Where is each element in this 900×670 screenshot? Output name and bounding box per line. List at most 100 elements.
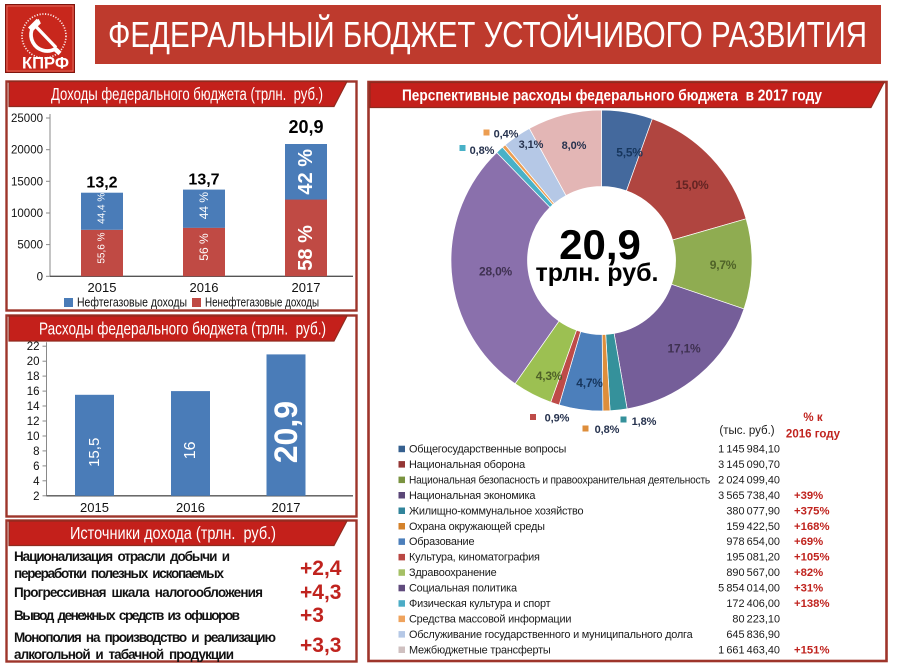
svg-text:16: 16	[27, 386, 40, 398]
svg-text:22: 22	[27, 341, 40, 353]
svg-text:1,8%: 1,8%	[632, 416, 657, 428]
svg-text:44 %: 44 %	[197, 192, 211, 220]
svg-text:2017: 2017	[272, 500, 301, 515]
svg-text:3 145 090,70: 3 145 090,70	[718, 459, 780, 471]
svg-text:2 024 099,40: 2 024 099,40	[718, 474, 780, 486]
svg-text:Монополия на производство и: Монополия на производство и реализацию	[14, 630, 276, 645]
svg-text:Национализация отрасли добыч: Национализация отрасли добычи и	[14, 549, 230, 564]
svg-text:0,8%: 0,8%	[595, 424, 620, 436]
svg-text:978 654,00: 978 654,00	[726, 536, 780, 548]
svg-text:3 565 738,40: 3 565 738,40	[718, 490, 780, 502]
svg-text:Ненефтегазовые доходы: Ненефтегазовые доходы	[205, 296, 319, 310]
svg-text:10: 10	[27, 431, 40, 443]
svg-text:+3,3: +3,3	[300, 634, 341, 657]
svg-text:2015: 2015	[80, 500, 109, 515]
svg-text:15000: 15000	[11, 176, 43, 188]
svg-text:2017: 2017	[292, 280, 321, 295]
svg-text:20,9: 20,9	[559, 221, 641, 268]
svg-text:380 077,90: 380 077,90	[726, 505, 780, 517]
svg-text:195 081,20: 195 081,20	[726, 552, 780, 564]
svg-text:+105%: +105%	[794, 552, 830, 564]
svg-text:Общегосударственные вопросы: Общегосударственные вопросы	[409, 444, 566, 456]
svg-text:Национальная экономика: Национальная экономика	[409, 490, 536, 502]
svg-text:3,1%: 3,1%	[519, 139, 544, 151]
svg-text:Здравоохранение: Здравоохранение	[409, 567, 497, 579]
svg-text:+3: +3	[300, 604, 324, 627]
svg-text:КПРФ: КПРФ	[22, 55, 69, 73]
svg-text:Национальная безопасность и пр: Национальная безопасность и правоохранит…	[409, 474, 710, 486]
svg-text:58 %: 58 %	[295, 225, 317, 271]
svg-text:Обслуживание государственного: Обслуживание государственного и муниципа…	[409, 629, 694, 641]
svg-text:4: 4	[33, 476, 40, 488]
svg-text:+31%: +31%	[794, 583, 823, 595]
svg-text:Расходы федерального бюджета (: Расходы федерального бюджета (трлн. руб.…	[39, 319, 326, 339]
svg-text:16: 16	[182, 441, 199, 459]
svg-text:Культура, киноматография: Культура, киноматография	[409, 552, 540, 564]
svg-text:1 661 463,40: 1 661 463,40	[718, 644, 780, 656]
svg-text:13,7: 13,7	[188, 172, 219, 189]
svg-text:+39%: +39%	[794, 490, 823, 502]
svg-text:20000: 20000	[11, 145, 43, 157]
svg-text:Физическая культура и спорт: Физическая культура и спорт	[409, 598, 551, 610]
svg-text:Жилищно-коммунальное хозяйство: Жилищно-коммунальное хозяйство	[409, 505, 584, 517]
svg-text:2016: 2016	[190, 280, 219, 295]
svg-text:Источники дохода (трлн. руб.): Источники дохода (трлн. руб.)	[70, 523, 276, 543]
svg-text:Образование: Образование	[409, 536, 474, 548]
svg-text:44,4 %: 44,4 %	[97, 193, 108, 224]
svg-text:159 422,50: 159 422,50	[726, 521, 780, 533]
svg-text:9,7%: 9,7%	[710, 258, 737, 272]
svg-text:890 567,00: 890 567,00	[726, 567, 780, 579]
svg-text:2016: 2016	[176, 500, 205, 515]
svg-text:+2,4: +2,4	[300, 557, 342, 580]
svg-text:28,0%: 28,0%	[479, 265, 513, 279]
svg-text:+151%: +151%	[794, 644, 830, 656]
svg-text:0: 0	[37, 271, 43, 283]
svg-text:8: 8	[33, 446, 39, 458]
svg-text:+4,3: +4,3	[300, 581, 341, 604]
svg-text:55,6 %: 55,6 %	[97, 232, 108, 263]
svg-text:Доходы федерального бюджета (т: Доходы федерального бюджета (трлн. руб.)	[51, 84, 323, 104]
svg-text:ФЕДЕРАЛЬНЫЙ БЮДЖЕТ УСТОЙЧИВОГО: ФЕДЕРАЛЬНЫЙ БЮДЖЕТ УСТОЙЧИВОГО РАЗВИТИЯ	[108, 13, 867, 55]
svg-text:20: 20	[27, 356, 40, 368]
svg-text:(тыс. руб.): (тыс. руб.)	[719, 425, 774, 437]
svg-text:10000: 10000	[11, 208, 43, 220]
svg-text:+168%: +168%	[794, 521, 830, 533]
svg-text:13,2: 13,2	[86, 175, 117, 192]
svg-text:14: 14	[27, 401, 40, 413]
svg-text:6: 6	[33, 461, 39, 473]
svg-text:+82%: +82%	[794, 567, 823, 579]
svg-text:25000: 25000	[11, 113, 43, 125]
svg-text:20,9: 20,9	[268, 401, 304, 463]
svg-text:Перспективные расходы федераль: Перспективные расходы федерального бюдже…	[402, 88, 822, 105]
svg-text:5000: 5000	[17, 240, 43, 252]
svg-text:0,4%: 0,4%	[494, 129, 519, 141]
svg-text:Межбюджетные трансферты: Межбюджетные трансферты	[409, 644, 551, 656]
svg-text:2015: 2015	[88, 280, 117, 295]
svg-text:80 223,10: 80 223,10	[732, 613, 780, 625]
svg-text:алкогольной и табачной прод: алкогольной и табачной продукции	[14, 647, 234, 662]
svg-text:8,0%: 8,0%	[562, 140, 587, 152]
svg-text:Социальная политика: Социальная политика	[409, 583, 518, 595]
svg-text:Нефтегазовые доходы: Нефтегазовые доходы	[77, 296, 187, 310]
svg-text:5,5%: 5,5%	[616, 146, 643, 160]
svg-text:% к: % к	[803, 412, 822, 424]
svg-text:Вывод денежных средств из: Вывод денежных средств из офшоров	[14, 608, 240, 623]
svg-text:56 %: 56 %	[197, 233, 211, 261]
svg-text:+138%: +138%	[794, 598, 830, 610]
svg-text:15,5: 15,5	[86, 438, 103, 467]
svg-text:Прогрессивная шкала налогооб: Прогрессивная шкала налогообложения	[14, 585, 263, 600]
svg-text:645 836,90: 645 836,90	[726, 629, 780, 641]
svg-text:17,1%: 17,1%	[667, 342, 701, 356]
svg-text:+375%: +375%	[794, 505, 830, 517]
svg-text:2016 году: 2016 году	[786, 429, 841, 441]
svg-text:5 854 014,00: 5 854 014,00	[718, 583, 780, 595]
svg-text:20,9: 20,9	[288, 117, 323, 137]
svg-text:Национальная оборона: Национальная оборона	[409, 459, 526, 471]
svg-text:0,9%: 0,9%	[545, 413, 570, 425]
svg-text:Охрана окружающей среды: Охрана окружающей среды	[409, 521, 545, 533]
svg-text:переработки полезных ископае: переработки полезных ископаемых	[14, 566, 224, 581]
svg-text:Средства массовой информации: Средства массовой информации	[409, 613, 571, 625]
svg-text:15,0%: 15,0%	[675, 178, 709, 192]
svg-text:трлн. руб.: трлн. руб.	[536, 259, 659, 287]
svg-text:4,3%: 4,3%	[536, 369, 563, 383]
